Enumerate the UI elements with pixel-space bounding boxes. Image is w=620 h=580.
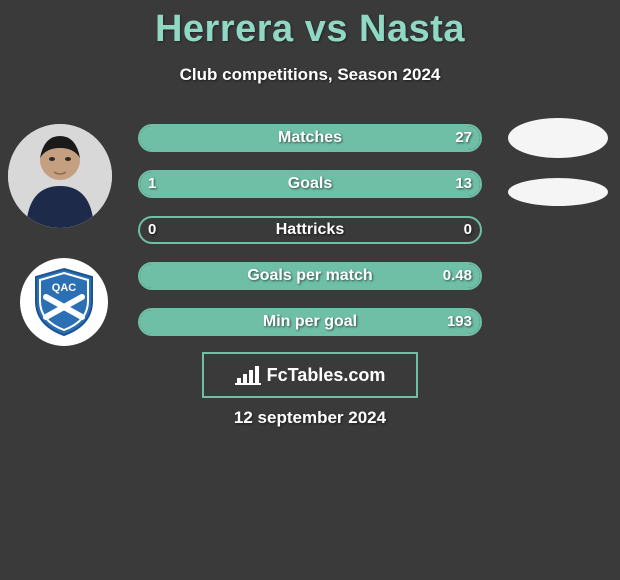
player-left-avatar: [8, 124, 112, 228]
club-initials: QAC: [52, 282, 77, 294]
bar-fill-right: [140, 264, 480, 288]
brand-text: FcTables.com: [267, 365, 386, 386]
stat-value-right: 0.48: [443, 264, 472, 288]
stat-value-right: 0: [464, 218, 472, 242]
brand-box: FcTables.com: [202, 352, 418, 398]
stat-row: Goals per match0.48: [138, 262, 482, 290]
stat-row: Matches27: [138, 124, 482, 152]
stat-value-left: 0: [148, 218, 156, 242]
club-placeholder-right: [508, 178, 608, 206]
bar-fill-right: [164, 172, 480, 196]
bar-fill-right: [140, 126, 480, 150]
stat-value-right: 193: [447, 310, 472, 334]
stat-label: Hattricks: [140, 218, 480, 242]
stat-row: Min per goal193: [138, 308, 482, 336]
avatar-photo-left: [8, 124, 112, 228]
stat-value-right: 13: [455, 172, 472, 196]
avatar-placeholder-right: [508, 118, 608, 158]
player-right-avatar: [508, 118, 608, 158]
bar-fill-right: [140, 310, 480, 334]
stat-row: 0Hattricks0: [138, 216, 482, 244]
chart-icon: [235, 364, 261, 386]
club-badge-left: QAC: [20, 258, 108, 346]
date-text: 12 september 2024: [0, 408, 620, 428]
stat-row: 1Goals13: [138, 170, 482, 198]
stat-value-left: 1: [148, 172, 156, 196]
stats-bars: Matches27 1Goals13 0Hattricks0 Goals per ma…: [138, 124, 482, 354]
subtitle: Club competitions, Season 2024: [0, 65, 620, 85]
person-icon: [8, 124, 112, 228]
page-title: Herrera vs Nasta: [0, 0, 620, 51]
shield-icon: QAC: [32, 267, 96, 337]
stat-value-right: 27: [455, 126, 472, 150]
